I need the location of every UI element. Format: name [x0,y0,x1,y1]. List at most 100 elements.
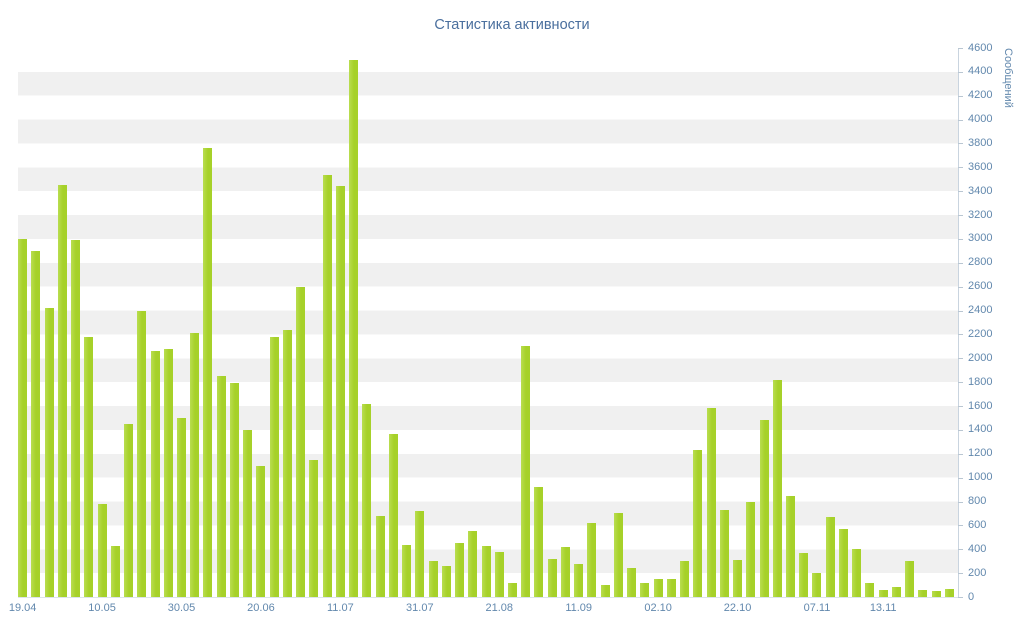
bar[interactable] [229,383,239,597]
bar[interactable] [309,459,319,597]
y-tick-mark [958,573,963,574]
bar[interactable] [640,582,650,597]
bar[interactable] [322,174,332,597]
y-tick-mark [958,430,963,431]
bar[interactable] [865,582,875,597]
y-tick-label: 4600 [968,42,993,54]
bar[interactable] [547,558,557,597]
bar[interactable] [786,495,795,597]
y-tick-label: 3000 [968,232,993,244]
bar[interactable] [494,551,504,597]
bar[interactable] [335,186,345,597]
bar[interactable] [521,346,531,597]
bar[interactable] [825,517,835,597]
bar[interactable] [706,408,716,597]
x-tick-label: 30.05 [167,602,196,614]
y-tick-mark [958,263,963,264]
y-tick-label: 0 [968,591,975,603]
bar[interactable] [507,582,517,597]
bar[interactable] [428,561,438,597]
y-tick-mark [958,334,963,335]
x-tick-label: 10.05 [88,602,116,614]
y-tick-mark [958,502,963,503]
bar[interactable] [627,568,637,597]
bar[interactable] [18,238,28,597]
bar[interactable] [97,503,107,597]
bar[interactable] [666,578,676,597]
bar[interactable] [574,563,584,597]
bar[interactable] [137,310,147,597]
bar[interactable] [534,487,544,597]
bar[interactable] [759,420,769,597]
bar[interactable] [587,523,597,597]
bar[interactable] [282,329,292,597]
bar[interactable] [362,403,372,597]
y-tick-mark [958,382,963,383]
bar[interactable] [838,528,848,597]
bar[interactable] [269,336,279,597]
y-tick-label: 600 [968,519,987,531]
bar[interactable] [243,429,253,597]
bar[interactable] [931,591,941,597]
bar[interactable] [402,544,412,597]
bar[interactable] [415,511,425,597]
bar[interactable] [733,560,743,597]
bar[interactable] [905,561,915,597]
bar[interactable] [746,501,756,597]
bar[interactable] [44,308,54,597]
bar[interactable] [216,376,226,597]
bar[interactable] [613,513,623,597]
bar[interactable] [441,565,451,597]
bar[interactable] [176,417,186,597]
bar[interactable] [388,433,398,597]
bar[interactable] [256,465,266,597]
bar[interactable] [653,579,663,597]
y-tick-label: 4400 [968,65,993,77]
y-tick-label: 1200 [968,447,993,459]
bar[interactable] [163,348,173,597]
bar[interactable] [190,333,200,597]
x-tick-label: 07.11 [803,602,831,614]
x-tick-label: 13.11 [869,602,897,614]
bar[interactable] [57,185,67,597]
bar[interactable] [772,379,782,597]
y-tick-mark [958,143,963,144]
y-tick-label: 3800 [968,137,993,149]
bar[interactable] [560,546,570,597]
bar[interactable] [71,240,81,597]
bar[interactable] [812,573,822,597]
bar[interactable] [375,515,385,597]
y-tick-mark [958,167,963,168]
y-tick-mark [958,215,963,216]
bar[interactable] [468,531,478,597]
y-tick-mark [958,454,963,455]
bar[interactable] [891,587,901,597]
bar[interactable] [31,250,41,597]
y-tick-mark [958,478,963,479]
bar[interactable] [719,509,729,597]
bar[interactable] [680,561,690,597]
x-tick-label: 19.04 [8,602,37,614]
bar[interactable] [481,545,491,597]
bar[interactable] [84,336,94,597]
bar[interactable] [944,588,954,597]
bar[interactable] [878,589,888,597]
bar[interactable] [799,552,809,597]
y-tick-mark [958,239,963,240]
bar[interactable] [349,59,359,597]
bar[interactable] [296,286,306,597]
y-tick-mark [958,549,963,550]
x-tick-label: 20.06 [247,602,275,614]
bar[interactable] [693,450,703,597]
y-tick-mark [958,597,963,598]
bar[interactable] [600,585,610,597]
bar[interactable] [124,423,134,597]
bar[interactable] [150,351,160,597]
bar[interactable] [455,543,465,597]
y-tick-mark [958,72,963,73]
bar[interactable] [203,148,213,597]
x-tick-label: 02.10 [644,602,672,614]
bar[interactable] [918,589,928,597]
bar[interactable] [110,545,120,597]
bar[interactable] [852,549,862,597]
